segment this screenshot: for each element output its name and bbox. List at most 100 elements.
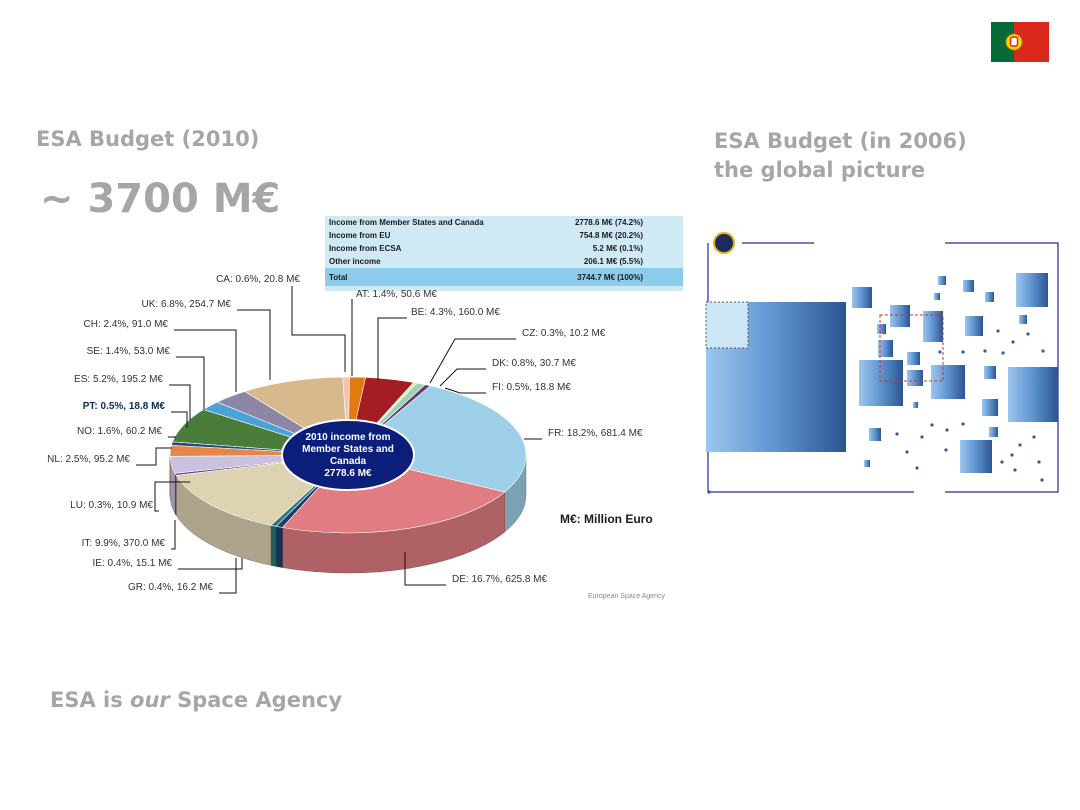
block bbox=[965, 316, 983, 336]
leader-line bbox=[178, 558, 243, 570]
leader-line bbox=[171, 520, 176, 550]
row-label: Income from Member States and Canada bbox=[329, 218, 484, 227]
income-table: Income from Member States and Canada 2778… bbox=[325, 216, 683, 291]
portugal-flag-icon bbox=[991, 22, 1049, 62]
leader-line bbox=[171, 411, 188, 428]
slice-label: CA: 0.6%, 20.8 M€ bbox=[216, 274, 300, 285]
table-row: Income from ECSA 5.2 M€ (0.1%) bbox=[325, 242, 683, 255]
block bbox=[869, 428, 881, 441]
block bbox=[890, 305, 910, 327]
dot bbox=[707, 490, 711, 494]
dot bbox=[1010, 453, 1014, 457]
block bbox=[989, 427, 998, 437]
slice-label: NO: 1.6%, 60.2 M€ bbox=[77, 426, 162, 437]
dot bbox=[915, 466, 919, 470]
center-label-line4: 2778.6 M€ bbox=[324, 468, 372, 479]
slice-label: PT: 0.5%, 18.8 M€ bbox=[83, 401, 166, 412]
left-title: ESA Budget (2010) bbox=[36, 127, 260, 151]
block bbox=[878, 340, 893, 357]
block bbox=[877, 324, 886, 334]
block bbox=[984, 366, 996, 379]
dot bbox=[1011, 340, 1015, 344]
dot bbox=[1026, 332, 1030, 336]
block bbox=[923, 311, 943, 342]
table-total-row: Total 3744.7 M€ (100%) bbox=[325, 268, 683, 286]
leader-line bbox=[219, 558, 237, 594]
block bbox=[931, 365, 965, 399]
right-title: ESA Budget (in 2006) the global picture bbox=[714, 127, 967, 185]
global-picture-diagram bbox=[705, 232, 1059, 494]
right-title-line2: the global picture bbox=[714, 158, 926, 182]
dot bbox=[1001, 351, 1005, 355]
leader-line bbox=[176, 356, 205, 410]
leader-line bbox=[404, 552, 446, 586]
slice-label: GR: 0.4%, 16.2 M€ bbox=[128, 582, 213, 593]
dot bbox=[930, 423, 934, 427]
slice-label: LU: 0.3%, 10.9 M€ bbox=[70, 500, 153, 511]
slice-label: SE: 1.4%, 53.0 M€ bbox=[87, 346, 171, 357]
leader-line bbox=[291, 286, 346, 372]
dot bbox=[920, 435, 924, 439]
slice-label: ES: 5.2%, 195.2 M€ bbox=[74, 374, 163, 385]
leader-line bbox=[377, 317, 407, 380]
block bbox=[938, 276, 946, 285]
block bbox=[859, 360, 903, 406]
block bbox=[907, 352, 920, 365]
dot bbox=[944, 448, 948, 452]
dot bbox=[1037, 460, 1041, 464]
table-row: Income from Member States and Canada 2778… bbox=[325, 216, 683, 229]
row-value: 2778.6 M€ (74.2%) bbox=[574, 218, 643, 227]
slice-label: UK: 6.8%, 254.7 M€ bbox=[142, 299, 232, 310]
dot bbox=[961, 422, 965, 426]
highlight-frame bbox=[879, 314, 944, 382]
leader-line bbox=[174, 329, 237, 392]
footer-suffix: Space Agency bbox=[169, 688, 343, 712]
block bbox=[1019, 315, 1027, 324]
pie-slice-side bbox=[275, 526, 283, 568]
footer-emphasis: our bbox=[130, 688, 170, 712]
block bbox=[1008, 367, 1058, 422]
center-label-bg bbox=[281, 419, 415, 491]
total-label: Total bbox=[325, 268, 537, 286]
block-highlight bbox=[705, 301, 749, 349]
leader-line bbox=[237, 309, 271, 380]
dot bbox=[1032, 435, 1036, 439]
row-value: 5.2 M€ (0.1%) bbox=[592, 244, 643, 253]
block bbox=[960, 440, 992, 473]
leader-line bbox=[439, 368, 486, 387]
table-row: Other income 206.1 M€ (5.5%) bbox=[325, 255, 683, 268]
dot bbox=[905, 450, 909, 454]
center-label-line3: Canada bbox=[330, 456, 367, 467]
dot bbox=[938, 350, 942, 354]
esa-logo-icon bbox=[713, 232, 735, 254]
leader-line bbox=[154, 481, 190, 512]
row-label: Income from EU bbox=[329, 231, 391, 240]
block bbox=[963, 280, 974, 292]
slice-label: AT: 1.4%, 50.6 M€ bbox=[356, 289, 437, 300]
slice-label: BE: 4.3%, 160.0 M€ bbox=[411, 307, 500, 318]
leader-line bbox=[429, 338, 516, 384]
dot bbox=[996, 329, 1000, 333]
row-value: 754.8 M€ (20.2%) bbox=[579, 231, 643, 240]
slice-label: DK: 0.8%, 30.7 M€ bbox=[492, 358, 576, 369]
block bbox=[1016, 273, 1048, 307]
footer-text: ESA is our Space Agency bbox=[50, 688, 342, 712]
block bbox=[907, 370, 923, 386]
block bbox=[982, 399, 998, 416]
unit-note: M€: Million Euro bbox=[560, 512, 653, 526]
dot bbox=[1041, 349, 1045, 353]
flag-shield bbox=[1009, 36, 1019, 47]
block bbox=[913, 402, 918, 408]
slice-label: IE: 0.4%, 15.1 M€ bbox=[93, 558, 173, 569]
table-row: Income from EU 754.8 M€ (20.2%) bbox=[325, 229, 683, 242]
slice-label: CH: 2.4%, 91.0 M€ bbox=[84, 319, 169, 330]
leader-line bbox=[169, 384, 191, 420]
row-value: 206.1 M€ (5.5%) bbox=[583, 257, 643, 266]
dot bbox=[1013, 468, 1017, 472]
pie-slice-side bbox=[270, 524, 277, 567]
dot bbox=[1000, 460, 1004, 464]
block bbox=[985, 292, 994, 302]
center-label-line1: 2010 income from bbox=[305, 432, 390, 443]
flag-green bbox=[991, 22, 1014, 62]
slice-label: FR: 18.2%, 681.4 M€ bbox=[548, 428, 643, 439]
